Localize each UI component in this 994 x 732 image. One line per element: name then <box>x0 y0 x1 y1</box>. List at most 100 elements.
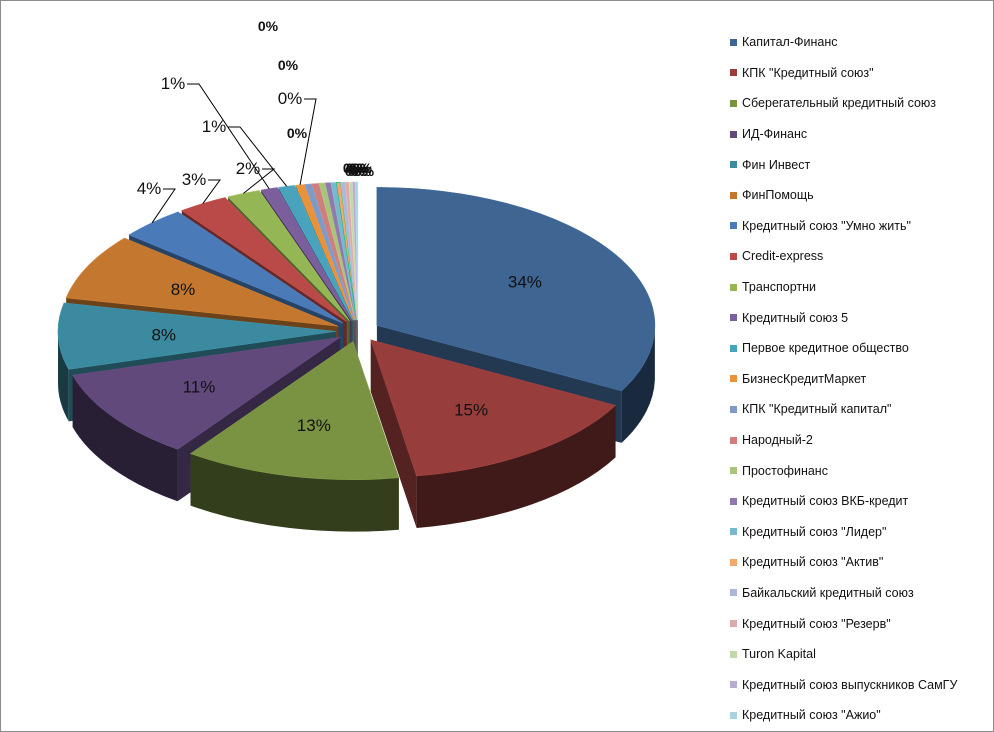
pie-slice-18 <box>340 181 358 321</box>
legend-item: КПК "Кредитный союз" <box>730 58 988 89</box>
legend-item: Кредитный союз "Ажио" <box>730 700 988 731</box>
legend-swatch <box>730 38 737 46</box>
pie-slice-7 <box>181 197 347 322</box>
legend-label: Простофинанс <box>742 463 828 478</box>
legend-label: ФинПомощь <box>742 188 814 203</box>
legend-item: КПК "Кредитный капитал" <box>730 394 988 425</box>
data-label-13: 0% <box>287 125 308 141</box>
legend-swatch <box>730 528 737 536</box>
legend-item: Кредитный союз "Умно жить" <box>730 211 988 242</box>
legend-swatch <box>730 130 737 138</box>
legend-swatch <box>730 99 737 107</box>
data-label-3: 11% <box>183 377 216 396</box>
legend-label: Кредитный союз выпускников СамГУ <box>742 677 958 692</box>
data-label-1: 15% <box>454 400 488 419</box>
pie-slice-16 <box>330 182 357 321</box>
legend-item: Транспортни <box>730 272 988 303</box>
data-label-7: 3% <box>182 170 207 189</box>
slice-outer-wall-4-0 <box>58 331 69 422</box>
legend-label: Первое кредитное общество <box>742 341 909 356</box>
legend-label: Turon Kapital <box>742 647 816 662</box>
legend-item: Кредитный союз "Резерв" <box>730 608 988 639</box>
pie-slice-3 <box>72 336 341 450</box>
legend-label: КПК "Кредитный капитал" <box>742 402 892 417</box>
pie-slice-14 <box>318 182 356 321</box>
legend-item: Фин Инвест <box>730 149 988 180</box>
data-label-14: 0% <box>258 18 279 34</box>
data-label-19: 0% <box>345 163 366 179</box>
pie-slice-12 <box>304 183 355 321</box>
leader-lines <box>151 83 317 223</box>
legend-swatch <box>730 283 737 291</box>
leader-line-8 <box>243 168 276 194</box>
legend-swatch <box>730 711 737 719</box>
legend: Капитал-Финанс КПК "Кредитный союз" Сберег… <box>730 27 988 731</box>
data-label-22: 0% <box>354 163 375 179</box>
legend-item: Credit-express <box>730 241 988 272</box>
data-label-6: 4% <box>137 179 162 198</box>
legend-item: Turon Kapital <box>730 639 988 670</box>
legend-label: Кредитный союз ВКБ-кредит <box>742 494 909 509</box>
data-label-9: 1% <box>161 74 186 93</box>
pie-slice-1 <box>370 339 617 477</box>
data-label-11: 0% <box>278 89 303 108</box>
leader-line-6 <box>151 188 176 223</box>
data-label-16: 0% <box>346 160 367 176</box>
legend-swatch <box>730 558 737 566</box>
pie-slice-10 <box>278 185 354 321</box>
data-label-17: 0% <box>349 160 370 176</box>
legend-item: Кредитный союз "Актив" <box>730 547 988 578</box>
legend-item: Первое кредитное общество <box>730 333 988 364</box>
legend-label: КПК "Кредитный союз" <box>742 65 874 80</box>
legend-swatch <box>730 467 737 475</box>
legend-swatch <box>730 405 737 413</box>
legend-label: Кредитный союз "Ажио" <box>742 708 881 723</box>
legend-item: Народный-2 <box>730 425 988 456</box>
legend-swatch <box>730 222 737 230</box>
legend-swatch <box>730 589 737 597</box>
legend-item: Сберегательный кредитный союз <box>730 88 988 119</box>
legend-label: Кредитный союз "Резерв" <box>742 616 891 631</box>
legend-swatch <box>730 436 737 444</box>
legend-item: Кредитный союз выпускников СамГУ <box>730 669 988 700</box>
legend-label: ИД-Финанс <box>742 127 808 142</box>
pie-slice-9 <box>260 187 352 321</box>
legend-item: ФинПомощь <box>730 180 988 211</box>
data-label-0: 34% <box>508 273 542 292</box>
legend-label: Сберегательный кредитный союз <box>742 96 937 111</box>
data-label-15: 0% <box>343 160 364 176</box>
data-label-2: 13% <box>297 416 331 435</box>
legend-label: Credit-express <box>742 249 824 264</box>
legend-item: Байкальский кредитный союз <box>730 578 988 609</box>
legend-label: Кредитный союз "Умно жить" <box>742 218 911 233</box>
legend-label: Кредитный союз 5 <box>742 310 849 325</box>
legend-label: Фин Инвест <box>742 157 811 172</box>
slice-outer-wall-0-0 <box>621 325 655 443</box>
legend-item: Простофинанс <box>730 455 988 486</box>
legend-item: ИД-Финанс <box>730 119 988 150</box>
legend-swatch <box>730 650 737 658</box>
legend-swatch <box>730 191 737 199</box>
pie-slice-2 <box>189 341 400 480</box>
legend-swatch <box>730 497 737 505</box>
legend-swatch <box>730 344 737 352</box>
pie-slice-4 <box>57 302 337 370</box>
legend-label: Капитал-Финанс <box>742 35 838 50</box>
slice-outer-wall-1-0 <box>416 405 616 528</box>
legend-label: БизнесКредитМаркет <box>742 371 867 386</box>
legend-item: Кредитный союз "Лидер" <box>730 517 988 548</box>
data-label-5: 8% <box>171 280 196 299</box>
data-label-18: 0% <box>352 160 373 176</box>
legend-label: Транспортни <box>742 280 816 295</box>
legend-label: Народный-2 <box>742 433 813 448</box>
data-labels: 34%15%13%11%8%8%4% 3%2%1%1%0%0%0%0%0%0%0%… <box>137 18 542 435</box>
pie-slice-17 <box>335 182 357 321</box>
legend-swatch <box>730 375 737 383</box>
pie-slices <box>57 181 656 480</box>
legend-swatch <box>730 161 737 169</box>
data-label-8: 2% <box>236 159 261 178</box>
legend-swatch <box>730 681 737 689</box>
leader-line-11 <box>299 98 317 185</box>
legend-label: Байкальский кредитный союз <box>742 585 914 600</box>
